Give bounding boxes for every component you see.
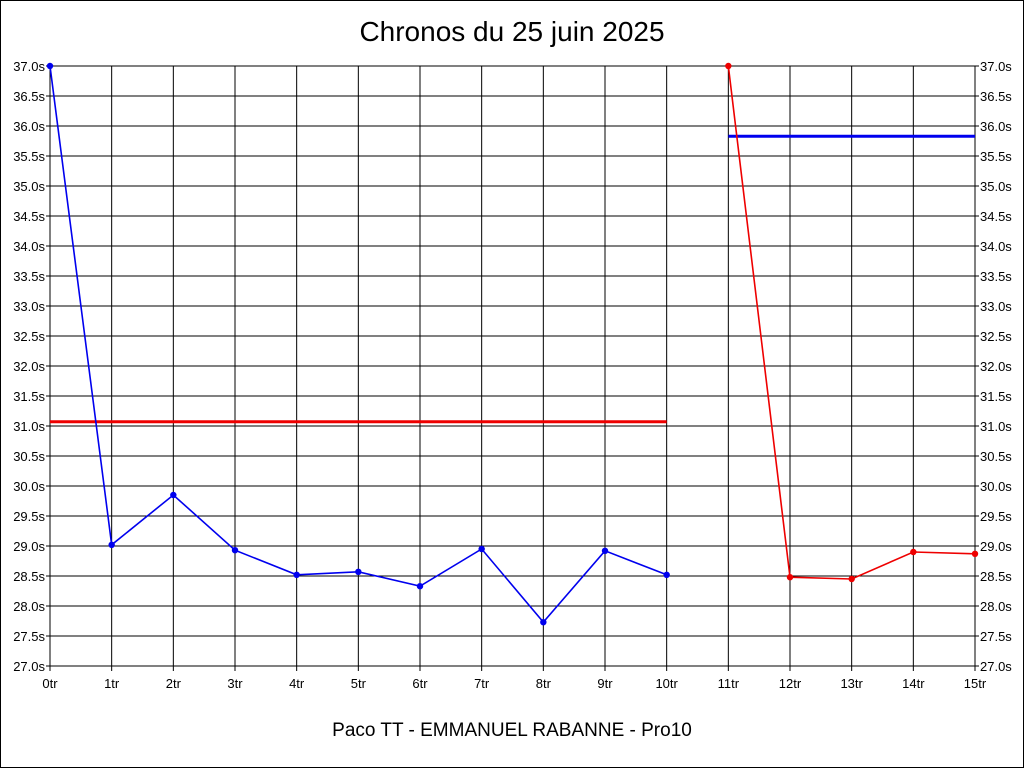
y-tick-label-left: 28.5s xyxy=(13,569,45,584)
x-tick-label: 3tr xyxy=(227,676,243,691)
data-point xyxy=(170,491,177,499)
y-tick-label-left: 31.5s xyxy=(13,389,45,404)
x-tick-label: 0tr xyxy=(42,676,58,691)
y-tick-label-left: 36.5s xyxy=(13,89,45,104)
x-tick-label: 7tr xyxy=(474,676,490,691)
y-tick-label-right: 35.5s xyxy=(980,149,1012,164)
chart-footer: Paco TT - EMMANUEL RABANNE - Pro10 xyxy=(332,720,692,741)
x-tick-label: 12tr xyxy=(779,676,802,691)
data-point xyxy=(663,571,670,578)
y-tick-label-right: 32.0s xyxy=(980,359,1012,374)
y-tick-label-right: 32.5s xyxy=(980,329,1012,344)
data-point xyxy=(416,583,424,590)
y-tick-label-right: 33.0s xyxy=(980,299,1012,314)
y-tick-label-right: 36.0s xyxy=(980,119,1012,134)
y-tick-label-right: 34.0s xyxy=(980,239,1012,254)
y-tick-label-right: 27.0s xyxy=(980,659,1012,674)
data-point xyxy=(293,571,300,578)
y-tick-label-right: 30.0s xyxy=(980,479,1012,494)
x-tick-label: 4tr xyxy=(289,676,305,691)
y-tick-label-right: 36.5s xyxy=(980,89,1012,104)
data-point xyxy=(725,62,732,70)
x-tick-label: 8tr xyxy=(536,676,552,691)
data-point xyxy=(601,547,609,554)
y-tick-label-right: 28.5s xyxy=(980,569,1012,584)
data-point xyxy=(971,550,979,557)
y-tick-label-left: 30.0s xyxy=(13,479,45,494)
y-tick-label-right: 31.5s xyxy=(980,389,1012,404)
y-tick-label-left: 27.5s xyxy=(13,629,45,644)
y-tick-label-left: 30.5s xyxy=(13,449,45,464)
x-tick-label: 6tr xyxy=(412,676,428,691)
y-tick-label-left: 34.0s xyxy=(13,239,45,254)
y-tick-label-left: 33.5s xyxy=(13,269,45,284)
x-tick-label: 15tr xyxy=(964,676,987,691)
y-tick-label-left: 27.0s xyxy=(13,659,45,674)
data-point xyxy=(231,547,239,554)
y-tick-label-left: 35.5s xyxy=(13,149,45,164)
y-tick-label-right: 30.5s xyxy=(980,449,1012,464)
y-tick-label-left: 32.5s xyxy=(13,329,45,344)
x-tick-label: 1tr xyxy=(104,676,120,691)
x-tick-label: 13tr xyxy=(840,676,863,691)
y-tick-label-left: 36.0s xyxy=(13,119,45,134)
data-point xyxy=(540,619,547,626)
data-point xyxy=(786,574,794,581)
x-tick-label: 5tr xyxy=(351,676,367,691)
y-tick-label-left: 31.0s xyxy=(13,419,45,434)
y-tick-label-right: 35.0s xyxy=(980,179,1012,194)
chart-title: Chronos du 25 juin 2025 xyxy=(359,16,665,47)
x-tick-label: 9tr xyxy=(597,676,613,691)
x-tick-label: 11tr xyxy=(718,676,740,691)
data-point xyxy=(46,62,54,70)
y-tick-label-left: 29.0s xyxy=(13,539,45,554)
y-tick-label-left: 33.0s xyxy=(13,299,45,314)
y-tick-label-right: 29.0s xyxy=(980,539,1012,554)
data-point xyxy=(848,575,855,583)
y-tick-label-right: 31.0s xyxy=(980,419,1012,434)
y-tick-label-left: 34.5s xyxy=(13,209,45,224)
y-tick-label-right: 34.5s xyxy=(980,209,1012,224)
data-point xyxy=(910,548,917,556)
y-tick-label-right: 28.0s xyxy=(980,599,1012,614)
x-tick-label: 10tr xyxy=(655,676,678,691)
y-tick-label-left: 32.0s xyxy=(13,359,45,374)
data-point xyxy=(478,545,485,553)
y-tick-label-left: 37.0s xyxy=(13,59,45,74)
y-tick-label-right: 33.5s xyxy=(980,269,1012,284)
x-tick-label: 14tr xyxy=(902,676,925,691)
y-tick-label-right: 29.5s xyxy=(980,509,1012,524)
x-tick-label: 2tr xyxy=(166,676,182,691)
y-tick-label-left: 29.5s xyxy=(13,509,45,524)
y-tick-label-right: 37.0s xyxy=(980,59,1012,74)
data-point xyxy=(355,568,362,575)
y-tick-label-right: 27.5s xyxy=(980,629,1012,644)
y-tick-label-left: 28.0s xyxy=(13,599,45,614)
data-point xyxy=(108,541,115,548)
y-tick-label-left: 35.0s xyxy=(13,179,45,194)
